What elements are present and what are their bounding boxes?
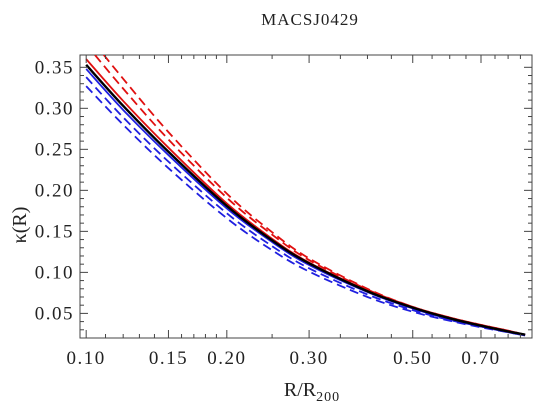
- series-line-3: [93, 55, 526, 336]
- y-tick-label: 0.35: [35, 57, 74, 78]
- x-tick-label: 0.30: [289, 348, 328, 369]
- series-line-6: [85, 76, 526, 337]
- x-axis-label-subscript: 200: [316, 390, 340, 405]
- x-tick-label: 0.50: [393, 348, 432, 369]
- y-axis-label: κ(R): [9, 207, 31, 244]
- plot-frame: [79, 54, 533, 339]
- series-line-5: [85, 68, 526, 336]
- series-line-7: [85, 85, 526, 337]
- chart-title: MACSJ0429: [261, 10, 359, 29]
- y-tick-label: 0.30: [35, 98, 74, 119]
- y-tick-label: 0.05: [35, 303, 74, 324]
- x-tick-label: 0.10: [67, 348, 106, 369]
- x-axis-label: R/R200: [284, 379, 340, 405]
- tick-group: 0.10 0.15 0.20 0.30 0.50 0.70 0.05 0.10 0.15 0.20…: [35, 55, 532, 369]
- y-tick-label: 0.20: [35, 180, 74, 201]
- y-tick-label: 0.10: [35, 262, 74, 283]
- y-tick-label: 0.15: [35, 221, 74, 242]
- series-group: [85, 55, 526, 337]
- y-tick-label: 0.25: [35, 139, 74, 160]
- x-axis-label-main: R/R: [284, 379, 317, 401]
- series-line-2: [85, 58, 526, 336]
- x-tick-label: 0.15: [149, 348, 188, 369]
- series-line-1: [85, 64, 526, 336]
- series-line-4: [102, 55, 526, 336]
- x-tick-label: 0.70: [461, 348, 500, 369]
- x-tick-label: 0.20: [207, 348, 246, 369]
